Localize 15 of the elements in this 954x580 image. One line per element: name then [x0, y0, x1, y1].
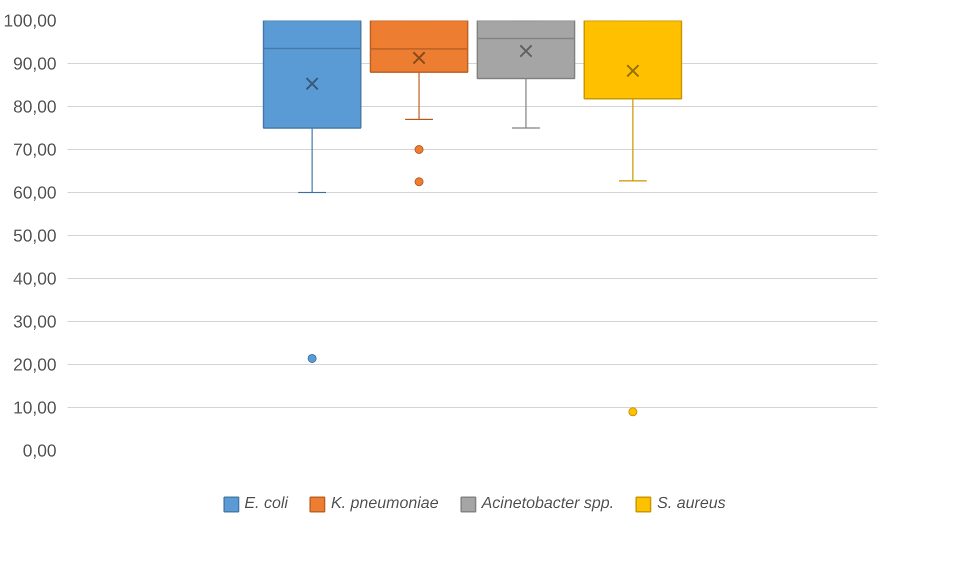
- y-tick-label: 10,00: [13, 398, 57, 418]
- y-tick-label: 30,00: [13, 312, 57, 332]
- y-tick-label: 50,00: [13, 226, 57, 246]
- y-tick-label: 20,00: [13, 354, 57, 374]
- legend-label: E. coli: [244, 495, 288, 513]
- y-tick-label: 70,00: [13, 140, 57, 160]
- legend-label: K. pneumoniae: [330, 495, 439, 513]
- y-tick-label: 60,00: [13, 182, 57, 202]
- y-tick-label: 100,00: [4, 10, 56, 30]
- y-tick-label: 0,00: [22, 440, 57, 460]
- y-tick-label: 90,00: [13, 54, 57, 74]
- legend-label: S. aureus: [657, 495, 726, 513]
- y-tick-label: 40,00: [13, 268, 57, 288]
- y-tick-label: 80,00: [13, 96, 57, 116]
- legend-label: Acinetobacter spp.: [482, 495, 614, 513]
